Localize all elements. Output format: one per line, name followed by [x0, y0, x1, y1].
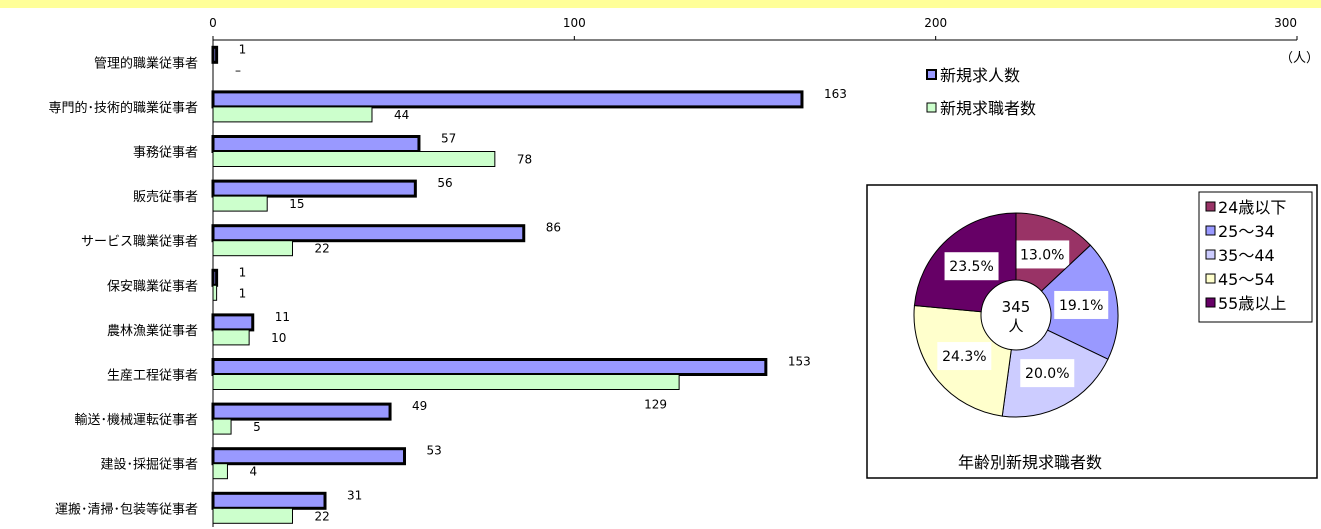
pie-slice-label: 24.3% — [942, 349, 986, 365]
pie-slice-label: 20.0% — [1025, 366, 1069, 382]
pie-legend-box — [1198, 191, 1313, 323]
data-label: 49 — [412, 399, 427, 413]
data-label: 11 — [275, 310, 290, 324]
data-label: 163 — [824, 87, 847, 101]
category-label: 建設･採掘従事者 — [100, 457, 198, 473]
category-label: 専門的･技術的職業従事者 — [48, 100, 198, 116]
bar-新規求人数 — [211, 45, 219, 64]
bar-新規求人数 — [211, 358, 768, 376]
data-label: 53 — [427, 444, 442, 458]
pie-slice-label: 19.1% — [1059, 298, 1103, 314]
category-label: 農林漁業従事者 — [107, 323, 198, 339]
x-tick-label: 300 — [1274, 16, 1297, 30]
pie-legend-label: 25～34 — [1218, 222, 1275, 241]
top-band — [0, 0, 1321, 8]
pie-legend-swatch-24歳以下 — [1205, 201, 1216, 212]
bar-新規求人数 — [211, 179, 417, 198]
data-label: 153 — [788, 355, 811, 369]
data-label: 4 — [249, 465, 257, 479]
bar-新規求人数 — [211, 135, 421, 153]
bar-新規求人数 — [211, 491, 327, 510]
data-label: 57 — [441, 132, 456, 146]
pie-label-box — [944, 252, 999, 281]
data-label: 1 — [239, 286, 247, 300]
legend-swatch-新規求職者数 — [926, 102, 937, 113]
bar-新規求人数 — [211, 402, 392, 421]
bar-新規求職者数 — [212, 195, 268, 212]
category-label: 輸送･機械運転従事者 — [74, 413, 198, 428]
data-label: 1 — [239, 265, 247, 279]
pie-slice-label: 13.0% — [1020, 247, 1064, 263]
pie-center-unit: 人 — [1008, 317, 1023, 335]
pie-label-box — [1015, 240, 1070, 269]
pie-center-total: 345 — [1002, 298, 1031, 316]
pie-legend-swatch-35～44 — [1205, 249, 1216, 260]
data-label: 56 — [437, 176, 452, 190]
category-label: 運搬･清掃･包装等従事者 — [55, 501, 198, 517]
pie-legend-label: 35～44 — [1218, 246, 1275, 265]
bar-新規求職者数 — [212, 463, 228, 480]
pie-label-box — [1020, 359, 1075, 388]
category-label: 管理的職業従事者 — [94, 55, 198, 71]
category-label: 生産工程従事者 — [107, 368, 198, 384]
category-label: 販売従事者 — [133, 189, 198, 205]
legend-label: 新規求人数 — [940, 66, 1020, 85]
bar-新規求人数 — [211, 224, 526, 243]
pie-legend-swatch-45～54 — [1205, 273, 1216, 284]
bar-新規求人数 — [211, 90, 804, 109]
data-label: – — [235, 63, 241, 77]
pie-legend-label: 24歳以下 — [1218, 198, 1286, 217]
category-label: 保安職業従事者 — [107, 278, 198, 294]
pie-label-box — [937, 342, 992, 371]
data-label: 129 — [644, 398, 667, 412]
pie-label-box — [1054, 290, 1109, 319]
pie-legend-label: 45～54 — [1218, 270, 1275, 289]
pie-slice-label: 23.5% — [949, 259, 993, 275]
bar-新規求人数 — [211, 268, 219, 287]
category-label: サービス職業従事者 — [81, 234, 198, 250]
bar-chart: 0 100 200 300（人）管理的職業従事者1–専門的･技術的職業従事者16344… — [48, 16, 1319, 527]
data-label: 44 — [394, 108, 409, 122]
data-label: 22 — [314, 242, 329, 256]
data-label: 15 — [289, 197, 304, 211]
data-label: 22 — [314, 509, 329, 523]
bar-新規求職者数 — [212, 418, 232, 435]
pie-legend-swatch-25～34 — [1205, 225, 1216, 236]
data-label: 1 — [239, 42, 247, 56]
bar-新規求人数 — [211, 313, 255, 332]
legend-label: 新規求職者数 — [940, 99, 1036, 118]
legend-swatch-新規求人数 — [926, 69, 937, 80]
bar-新規求職者数 — [212, 151, 496, 167]
x-tick-label: 100 — [563, 16, 586, 30]
bar-新規求人数 — [211, 447, 407, 466]
bar-新規求職者数 — [212, 329, 250, 346]
bar-新規求職者数 — [212, 374, 680, 390]
data-label: 5 — [253, 420, 261, 434]
bar-新規求職者数 — [212, 284, 218, 301]
pie-title: 年齢別新規求職者数 — [958, 453, 1102, 472]
data-label: 10 — [271, 331, 286, 345]
axis-unit-label: （人） — [1280, 51, 1319, 66]
data-label: 78 — [517, 153, 532, 167]
data-label: 86 — [546, 221, 561, 235]
x-tick-label: 200 — [924, 16, 947, 30]
bar-新規求職者数 — [212, 507, 293, 524]
data-label: 31 — [347, 488, 362, 502]
pie-legend-label: 55歳以上 — [1218, 294, 1286, 313]
bar-新規求職者数 — [212, 240, 293, 257]
bar-新規求職者数 — [212, 106, 373, 123]
pie-legend-swatch-55歳以上 — [1205, 297, 1216, 308]
x-tick-label: 0 — [209, 16, 217, 30]
category-label: 事務従事者 — [133, 146, 198, 161]
